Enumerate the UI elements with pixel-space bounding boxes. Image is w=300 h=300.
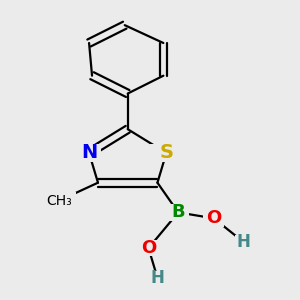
- Text: H: H: [237, 233, 250, 251]
- FancyBboxPatch shape: [77, 144, 101, 162]
- Text: O: O: [141, 239, 156, 257]
- FancyBboxPatch shape: [235, 235, 253, 249]
- Text: B: B: [171, 203, 185, 221]
- Text: CH₃: CH₃: [46, 194, 72, 208]
- Text: N: N: [81, 143, 97, 163]
- Text: H: H: [151, 269, 164, 287]
- FancyBboxPatch shape: [148, 271, 166, 285]
- FancyBboxPatch shape: [203, 210, 224, 227]
- Text: O: O: [206, 209, 221, 227]
- FancyBboxPatch shape: [43, 192, 76, 209]
- Text: S: S: [159, 143, 173, 163]
- FancyBboxPatch shape: [138, 240, 159, 256]
- FancyBboxPatch shape: [150, 144, 183, 162]
- FancyBboxPatch shape: [168, 204, 189, 221]
